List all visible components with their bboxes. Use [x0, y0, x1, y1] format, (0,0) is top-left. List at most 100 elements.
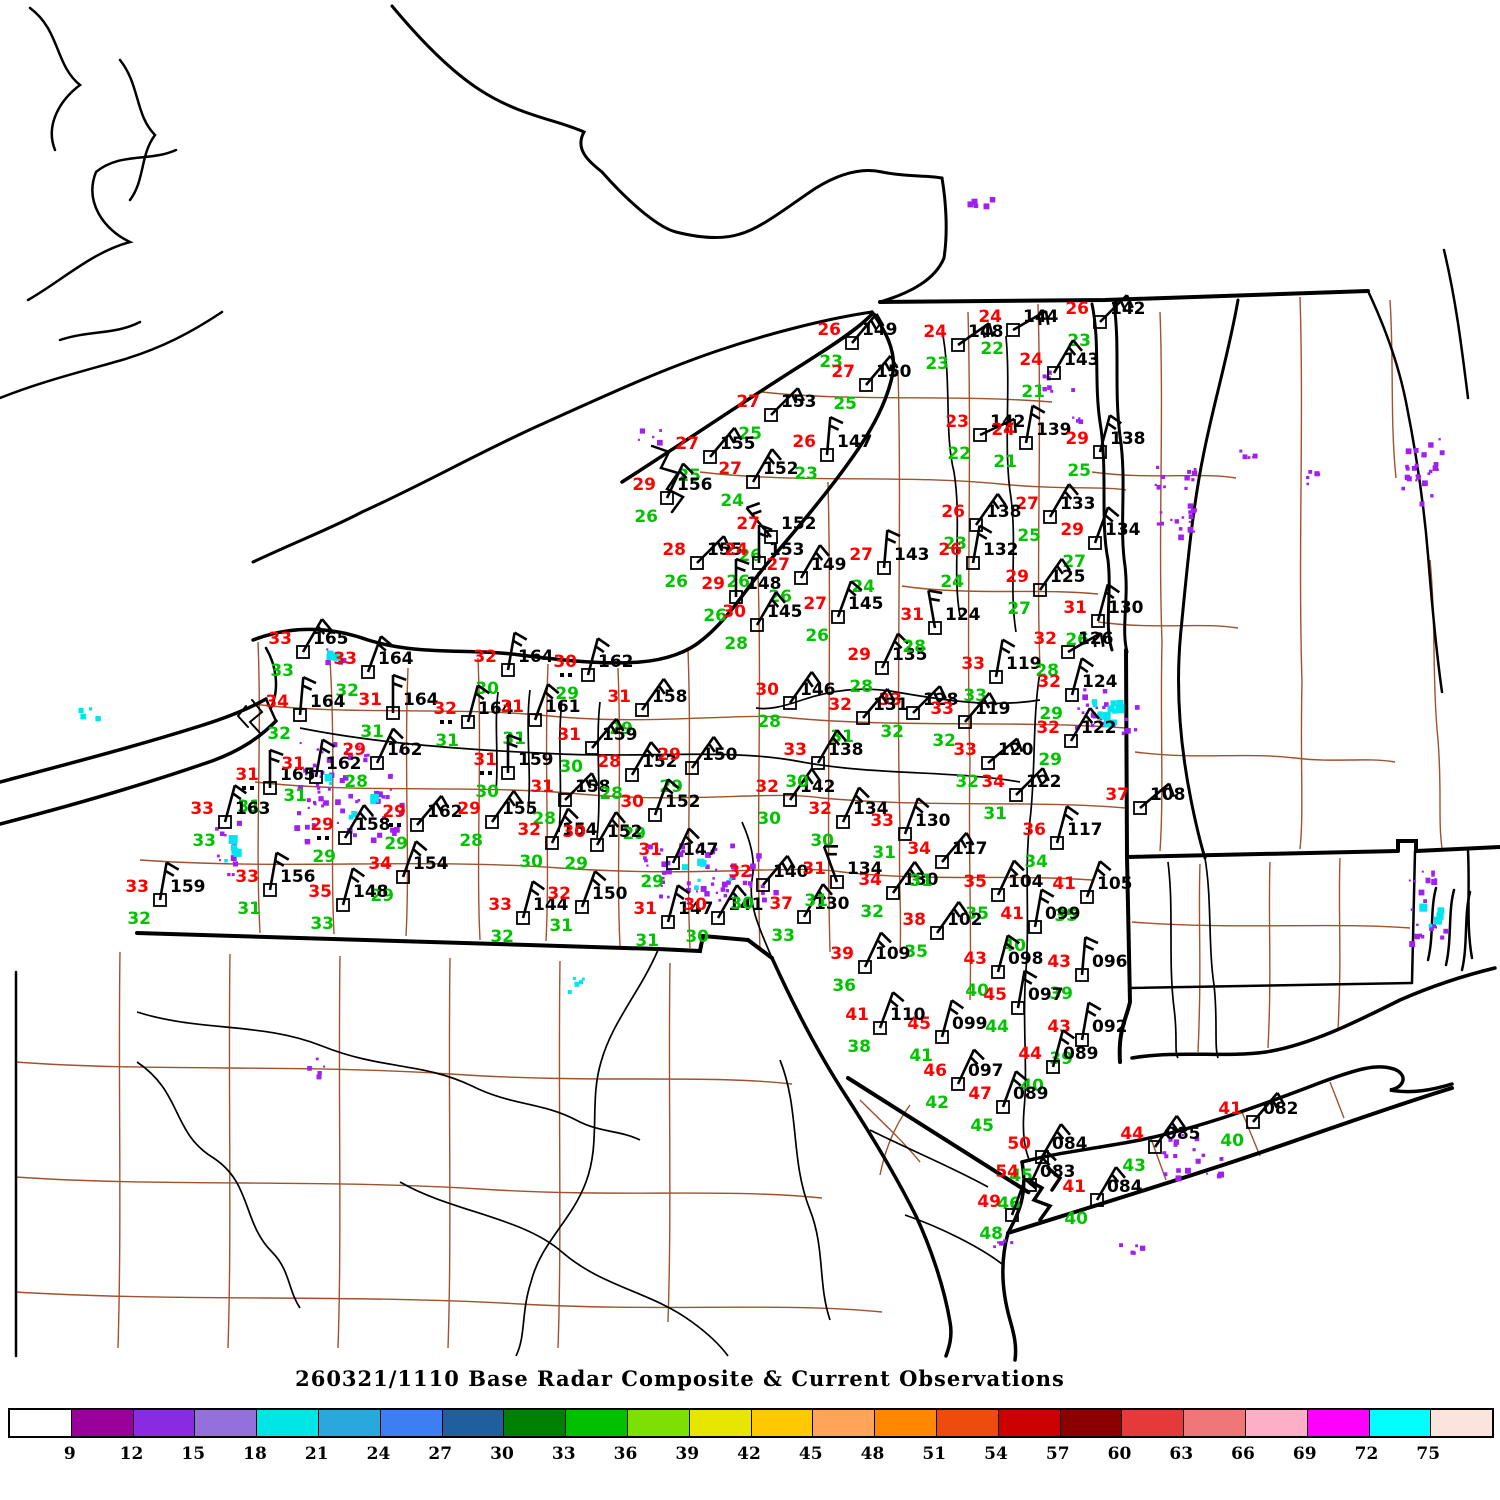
station-marker [729, 590, 743, 604]
dewpoint-value: 40 [1002, 936, 1026, 956]
station-marker [528, 713, 542, 727]
station-marker [746, 475, 760, 489]
station-plot: 30 145 28 [722, 591, 803, 654]
temperature-value: 33 [953, 740, 977, 760]
temperature-value: 32 [808, 799, 832, 819]
temperature-value: 33 [783, 740, 807, 760]
pressure-value: 144 [533, 895, 569, 915]
temperature-value: 45 [907, 1014, 931, 1034]
pressure-value: 164 [518, 647, 554, 667]
dewpoint-value: 31 [435, 731, 459, 751]
pressure-value: 122 [1081, 718, 1117, 738]
temperature-value: 43 [1047, 952, 1071, 972]
reflectivity-swatch [812, 1410, 875, 1436]
dewpoint-value: 45 [970, 1116, 994, 1136]
station-marker [811, 756, 825, 770]
pressure-value: 152 [763, 459, 799, 479]
radar-echo [1162, 1134, 1224, 1182]
station-marker [966, 556, 980, 570]
temperature-value: 33 [333, 649, 357, 669]
temperature-value: 31 [802, 859, 826, 879]
station-marker [661, 915, 675, 929]
station-marker [703, 450, 717, 464]
dewpoint-value: 39 [1049, 984, 1073, 1004]
station-marker [516, 911, 530, 925]
reflectivity-scale-value: 54 [984, 1444, 1008, 1464]
reflectivity-scale-value: 15 [181, 1444, 206, 1464]
station-marker [958, 715, 972, 729]
dewpoint-value: 21 [1021, 382, 1045, 402]
station-marker [1075, 1033, 1089, 1047]
station-plot: 31 159 30 [557, 718, 638, 777]
dewpoint-value: 38 [847, 1037, 871, 1057]
station-plot: 32 164 30 [473, 631, 554, 699]
reflectivity-swatch [1244, 1410, 1307, 1436]
station-plot: 44 089 40 [1018, 1029, 1099, 1096]
station-plot: 31 158 28 [530, 772, 611, 829]
temperature-value: 37 [1105, 785, 1129, 805]
dewpoint-value: 29 [640, 872, 664, 892]
pressure-value: 133 [1060, 494, 1096, 514]
station-plot: 32 150 31 [547, 870, 628, 936]
temperature-value: 24 [978, 307, 1002, 327]
station-marker [585, 741, 599, 755]
station-plot: 33 130 31 [870, 797, 951, 863]
pressure-value: 152 [607, 822, 643, 842]
reflectivity-swatch [441, 1410, 504, 1436]
temperature-value: 33 [235, 867, 259, 887]
pressure-value: 130 [915, 811, 951, 831]
temperature-value: 31 [607, 687, 631, 707]
pressure-value: 138 [986, 502, 1022, 522]
station-plot: 29 138 25 [1065, 414, 1146, 481]
station-marker [685, 761, 699, 775]
station-marker [859, 378, 873, 392]
station-plot: 26 149 23 [817, 313, 898, 372]
pressure-value: 150 [702, 745, 738, 765]
pressure-value: 155 [707, 540, 743, 560]
temperature-value: 30 [683, 895, 707, 915]
dewpoint-value: 35 [1054, 906, 1078, 926]
reflectivity-swatch [750, 1410, 813, 1436]
dewpoint-value: 40 [1220, 1131, 1244, 1151]
temperature-value: 37 [769, 894, 793, 914]
station-plot: 41 099 40 [1000, 888, 1081, 956]
station-marker [263, 781, 277, 795]
station-marker [820, 448, 834, 462]
station-marker [752, 556, 766, 570]
station-marker [906, 706, 920, 720]
station-marker [1091, 614, 1105, 628]
dewpoint-value: 29 [370, 886, 394, 906]
dewpoint-value: 33 [771, 926, 795, 946]
station-plot: 27 133 25 [1015, 483, 1096, 546]
temperature-value: 32 [1037, 672, 1061, 692]
station-marker [635, 703, 649, 717]
station-marker [1035, 1150, 1049, 1164]
dewpoint-value: 32 [955, 772, 979, 792]
dewpoint-value: 29 [384, 834, 408, 854]
station-plot: 33 163 33 [190, 784, 271, 851]
dewpoint-value: 28 [757, 712, 781, 732]
station-plot: 45 097 44 [983, 969, 1064, 1037]
pressure-value: 158 [575, 777, 611, 797]
pressure-value: 155 [720, 434, 756, 454]
pressure-value: 097 [968, 1061, 1004, 1081]
station-plot: 24 153 26 [724, 523, 805, 592]
station-plot: 29 125 27 [1005, 558, 1086, 619]
reflectivity-scale-value: 12 [119, 1444, 144, 1464]
station-plot: 31 134 31 [802, 844, 883, 911]
pressure-value: 124 [1082, 672, 1118, 692]
station-marker [996, 1100, 1010, 1114]
station-plot: 27 150 25 [831, 355, 912, 414]
station-plot: 27 152 24 [718, 448, 799, 511]
temperature-value: 23 [945, 412, 969, 432]
dewpoint-value: 31 [283, 786, 307, 806]
reflectivity-scale-value: 45 [798, 1444, 823, 1464]
station-plot: 33 159 32 [125, 861, 206, 929]
station-marker [764, 530, 778, 544]
pressure-value: 130 [903, 870, 939, 890]
radar-echo [1306, 470, 1321, 486]
